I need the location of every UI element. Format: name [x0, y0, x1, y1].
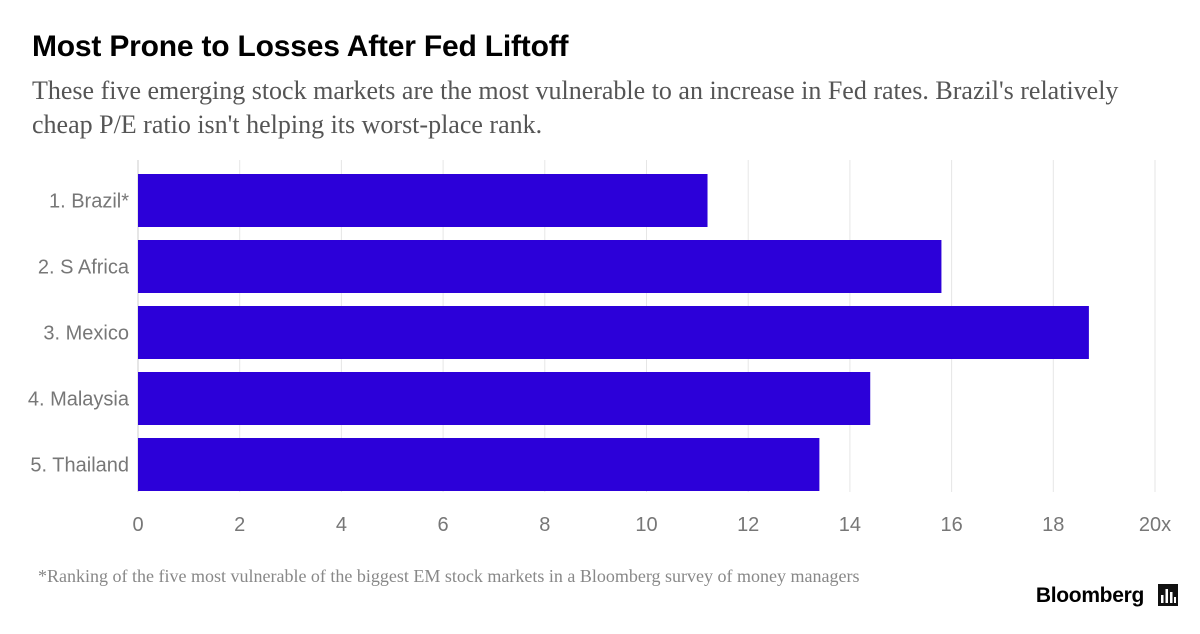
- x-tick-label: 18: [1042, 514, 1064, 536]
- category-label: 2. S Africa: [38, 257, 130, 279]
- footnote: *Ranking of the five most vulnerable of …: [38, 566, 860, 586]
- x-tick-label: 14: [839, 514, 861, 536]
- bar: [138, 372, 871, 425]
- x-tick-label: 10: [635, 514, 657, 536]
- bar: [138, 306, 1089, 359]
- x-tick-label: 8: [539, 514, 550, 536]
- category-label: 5. Thailand: [30, 455, 129, 477]
- brand-logo: Bloomberg: [1035, 584, 1144, 607]
- bar: [138, 438, 820, 491]
- x-tick-label: 16: [940, 514, 962, 536]
- x-tick-label: 12: [737, 514, 759, 536]
- x-tick-label: 6: [438, 514, 449, 536]
- chart-subtitle: These five emerging stock markets are th…: [32, 76, 1119, 139]
- bar: [138, 174, 708, 227]
- bar: [138, 240, 942, 293]
- category-label: 3. Mexico: [43, 323, 129, 345]
- x-axis-tick-labels: 0 2 4 6 8 10 12 14 16 18 20x: [132, 514, 1171, 536]
- x-tick-label: 20x: [1139, 514, 1171, 536]
- bar-chart: 1. Brazil* 2. S Africa 3. Mexico 4. Malaysi…: [28, 160, 1171, 536]
- category-labels: 1. Brazil* 2. S Africa 3. Mexico 4. Malaysi…: [28, 191, 130, 477]
- x-tick-label: 0: [132, 514, 143, 536]
- category-label: 1. Brazil*: [49, 191, 129, 213]
- x-tick-label: 2: [234, 514, 245, 536]
- bloomberg-chart-icon: [1158, 584, 1178, 606]
- chart-title: Most Prone to Losses After Fed Liftoff: [32, 30, 569, 63]
- category-label: 4. Malaysia: [28, 389, 130, 411]
- bars: [138, 174, 1089, 491]
- x-tick-label: 4: [336, 514, 347, 536]
